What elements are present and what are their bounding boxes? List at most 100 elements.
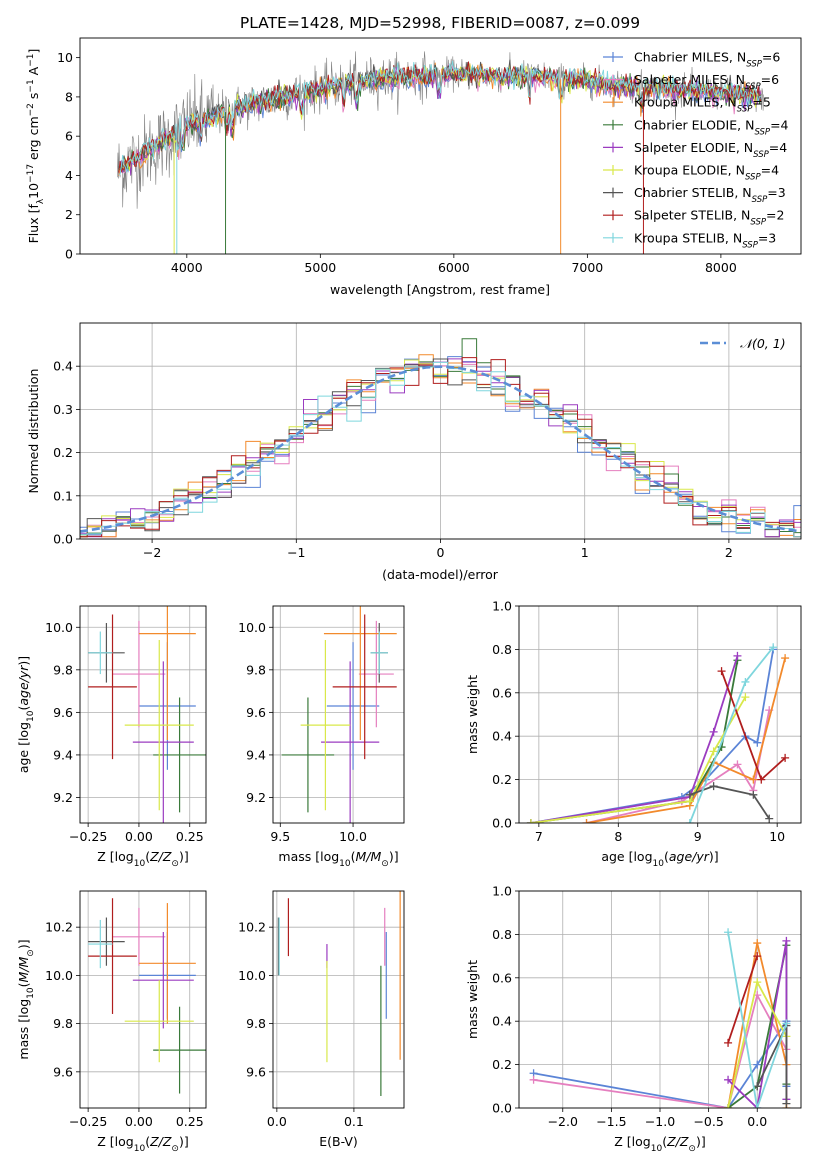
- weight-marker-kroupa-stelib: [769, 643, 778, 652]
- weight-marker-salpeter-miles: [529, 1075, 538, 1084]
- age-vs-metallicity-panel: −0.25 0.00 0.25 9.2 9.4 9.6 9.8 10.0 Z [log10(Z/…: [16, 605, 207, 869]
- weight-marker-kroupa-stelib: [782, 1019, 791, 1028]
- age-vs-mass-panel: 9.5 10.0 9.2 9.4 9.6 9.8 10.0 mass [log10(M/M⊙)…: [238, 605, 405, 869]
- y-tick-label: 1.0: [492, 599, 512, 614]
- mass-vs-metallicity-panel: −0.25 0.00 0.25 9.6 9.8 10.0 10.2 Z [log10(Z/Z⊙…: [16, 890, 207, 1154]
- y-tick-label: 0.8: [492, 642, 512, 657]
- weight-marker-kroupa-stelib: [741, 677, 750, 686]
- legend-entry-normal: 𝒩(0, 1): [740, 336, 786, 351]
- legend-entry-kroupa-elodie: Kroupa ELODIE, NSSP=4: [634, 163, 779, 183]
- y-tick-label: 0.4: [492, 1014, 512, 1029]
- weight-line-salpeter-stelib: [720, 670, 786, 782]
- axes-frame: [79, 890, 207, 1109]
- legend-entry-salpeter-elodie: Salpeter ELODIE, NSSP=4: [634, 140, 787, 160]
- weight-marker-chabrier-stelib: [765, 814, 774, 823]
- weight-marker-kroupa-miles: [582, 819, 591, 823]
- x-tick-label: −0.25: [69, 1114, 107, 1129]
- weight-marker-salpeter-stelib: [781, 753, 790, 762]
- weight-marker-kroupa-elodie: [724, 1104, 733, 1108]
- y-tick-label: 0.0: [53, 532, 73, 547]
- plot-area: [277, 891, 401, 1096]
- x-axis-label: Z [log10(Z/Z⊙)]: [614, 1134, 705, 1154]
- axes-frame: [272, 890, 405, 1109]
- legend-entry-kroupa-miles: Kroupa MILES, NSSP=5: [634, 95, 771, 115]
- y-tick-label: 9.6: [53, 1064, 73, 1079]
- y-tick-label: 0.4: [53, 359, 73, 374]
- weight-marker-salpeter-stelib: [757, 775, 766, 784]
- weight-marker-kroupa-elodie: [526, 819, 535, 823]
- weight-marker-kroupa-elodie: [709, 747, 718, 756]
- x-tick-label: 0.25: [176, 1114, 204, 1129]
- y-tick-label: 9.4: [246, 747, 266, 762]
- axes-frame: [518, 890, 802, 1109]
- y-tick-label: 0.0: [492, 1101, 512, 1116]
- x-tick-label: 10: [769, 829, 785, 844]
- y-tick-label: 0.1: [53, 488, 73, 503]
- weight-marker-kroupa-elodie: [741, 693, 750, 702]
- x-tick-label: 0.25: [176, 829, 204, 844]
- weight-line-kroupa-stelib: [727, 932, 788, 1108]
- y-tick-label: 0.2: [53, 445, 73, 460]
- x-axis-label: E(B-V): [319, 1134, 358, 1149]
- x-tick-label: 4000: [171, 260, 203, 275]
- x-axis-label: Z [log10(Z/Z⊙)]: [97, 849, 188, 869]
- y-tick-label: 9.2: [246, 790, 266, 805]
- x-tick-label: 7000: [571, 260, 603, 275]
- axes-frame: [518, 605, 802, 824]
- y-tick-label: 9.6: [246, 705, 266, 720]
- weight-marker-salpeter-stelib: [753, 952, 762, 961]
- x-tick-label: 0.0: [267, 1114, 287, 1129]
- x-tick-label: 0.00: [125, 1114, 153, 1129]
- weight-marker-kroupa-miles: [753, 939, 762, 948]
- y-tick-label: 10.0: [45, 620, 73, 635]
- x-tick-label: −1.0: [645, 1114, 675, 1129]
- weight-line-salpeter-elodie: [530, 655, 739, 823]
- x-tick-label: 10.0: [339, 829, 367, 844]
- y-tick-label: 0.2: [492, 772, 512, 787]
- x-tick-label: 2: [725, 545, 733, 560]
- plot-area: [88, 606, 206, 823]
- x-tick-label: 0.0: [747, 1114, 767, 1129]
- x-tick-label: −2: [143, 545, 161, 560]
- weight-marker-kroupa-miles: [781, 654, 790, 663]
- legend-entry-salpeter-stelib: Salpeter STELIB, NSSP=2: [634, 208, 784, 228]
- axes-frame: [79, 322, 802, 540]
- weight-marker-kroupa-miles: [749, 775, 758, 784]
- plot-area: [281, 606, 397, 823]
- y-tick-label: 2: [65, 207, 73, 222]
- plot-area: [526, 643, 790, 823]
- x-tick-label: 8000: [705, 260, 737, 275]
- legend-entry-salpeter-miles: Salpeter MILES, NSSP=6: [634, 72, 779, 92]
- y-axis-label: Normed distribution: [26, 369, 41, 494]
- x-tick-label: 0.1: [344, 1114, 364, 1129]
- y-tick-label: 0.8: [492, 927, 512, 942]
- weight-marker-chabrier-stelib: [709, 782, 718, 791]
- y-tick-label: 10.0: [238, 620, 266, 635]
- weight-marker-chabrier-stelib: [753, 1082, 762, 1091]
- x-axis-label: (data-model)/error: [382, 567, 499, 582]
- plot-area: [88, 898, 206, 1094]
- plot-area: [117, 51, 764, 254]
- x-axis-label: mass [log10(M/M⊙)]: [278, 849, 398, 869]
- y-tick-label: 9.2: [53, 790, 73, 805]
- weight-marker-chabrier-stelib: [685, 790, 694, 799]
- weight-marker-salpeter-elodie: [782, 936, 791, 945]
- weight-marker-salpeter-stelib: [717, 667, 726, 676]
- weight-marker-kroupa-stelib: [753, 1104, 762, 1108]
- weight-marker-salpeter-elodie: [724, 1075, 733, 1084]
- y-tick-label: 10.2: [45, 920, 73, 935]
- x-tick-label: 5000: [304, 260, 336, 275]
- weight-marker-kroupa-elodie: [753, 978, 762, 987]
- legend-entry-chabrier-miles: Chabrier MILES, NSSP=6: [634, 50, 780, 70]
- legend-entry-kroupa-stelib: Kroupa STELIB, NSSP=3: [634, 230, 776, 250]
- y-tick-label: 0: [65, 247, 73, 262]
- weight-line-salpeter-stelib: [727, 955, 759, 1044]
- y-axis-label: mass [log10(M/M⊙)]: [16, 939, 36, 1059]
- x-tick-label: −0.5: [693, 1114, 723, 1129]
- y-tick-label: 0.2: [492, 1057, 512, 1072]
- y-tick-label: 0.6: [492, 970, 512, 985]
- weight-vs-metallicity-panel: −2.0 −1.5 −1.0 −0.5 0.0 0.0 0.2 0.4 0.6 0.8 1.0 Z […: [465, 884, 802, 1154]
- y-axis-label: age [log10(age/yr)]: [16, 656, 36, 773]
